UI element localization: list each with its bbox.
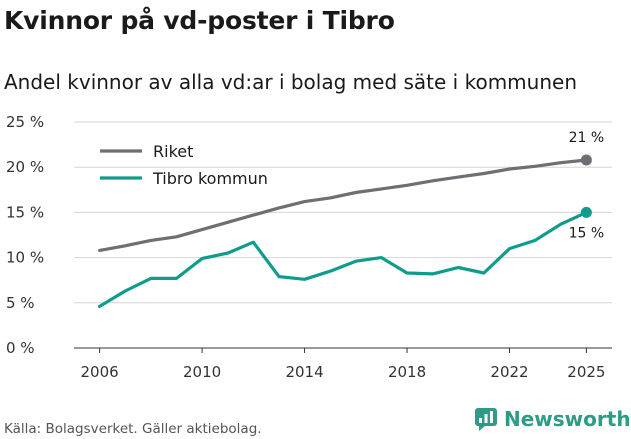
chart-subtitle: Andel kvinnor av alla vd:ar i bolag med … bbox=[4, 70, 577, 94]
source-note: Källa: Bolagsverket. Gäller aktiebolag. bbox=[4, 421, 262, 437]
bar-chart-speech-bubble-icon bbox=[475, 408, 497, 431]
y-tick-label: 20 % bbox=[6, 158, 44, 176]
line-chart: 0 % 5 % 10 % 15 % 20 % 25 % 2006 2010 2014 2018 20… bbox=[6, 113, 612, 381]
chart-title: Kvinnor på vd-poster i Tibro bbox=[4, 6, 395, 35]
end-point bbox=[580, 154, 592, 166]
legend-label: Tibro kommun bbox=[152, 169, 268, 188]
x-tick-label: 2025 bbox=[567, 363, 605, 381]
y-tick-label: 15 % bbox=[6, 203, 44, 221]
y-tick-label: 10 % bbox=[6, 249, 44, 267]
end-point bbox=[580, 206, 592, 218]
series-line-riket bbox=[97, 158, 589, 252]
legend-label: Riket bbox=[153, 142, 193, 161]
end-value-label: 21 % bbox=[569, 130, 605, 146]
x-tick-label: 2018 bbox=[388, 363, 426, 381]
x-tick-label: 2010 bbox=[183, 363, 221, 381]
y-tick-label: 0 % bbox=[6, 339, 35, 357]
series-line-tibro bbox=[97, 210, 589, 308]
x-tick-label: 2022 bbox=[490, 363, 528, 381]
y-tick-label: 25 % bbox=[6, 113, 44, 131]
x-tick-label: 2006 bbox=[81, 363, 119, 381]
brand-name: Newsworthy bbox=[504, 407, 631, 431]
end-value-label: 15 % bbox=[569, 225, 605, 241]
x-tick-label: 2014 bbox=[285, 363, 323, 381]
newsworthy-logo: Newsworthy bbox=[474, 407, 631, 431]
y-tick-label: 5 % bbox=[6, 294, 35, 312]
